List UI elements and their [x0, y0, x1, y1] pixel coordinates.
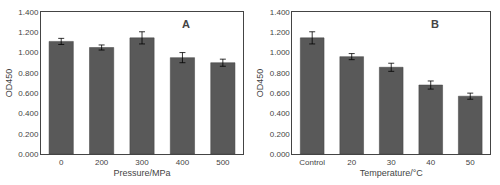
- svg-text:0.200: 0.200: [18, 130, 39, 139]
- svg-text:30: 30: [387, 158, 396, 167]
- svg-text:0: 0: [59, 158, 64, 167]
- svg-text:OD450: OD450: [4, 69, 14, 98]
- svg-text:500: 500: [216, 158, 230, 167]
- svg-text:400: 400: [176, 158, 190, 167]
- svg-text:50: 50: [466, 158, 475, 167]
- svg-text:0.000: 0.000: [18, 150, 39, 159]
- svg-text:40: 40: [426, 158, 435, 167]
- svg-text:OD450: OD450: [255, 69, 265, 98]
- svg-text:1.200: 1.200: [270, 28, 291, 37]
- svg-text:0.400: 0.400: [18, 109, 39, 118]
- svg-text:300: 300: [135, 158, 149, 167]
- svg-text:0.400: 0.400: [270, 109, 291, 118]
- svg-text:B: B: [431, 18, 439, 30]
- svg-text:1.000: 1.000: [270, 48, 291, 57]
- svg-text:0.200: 0.200: [270, 130, 291, 139]
- svg-text:A: A: [182, 18, 190, 30]
- svg-text:0.800: 0.800: [18, 69, 39, 78]
- svg-text:1.400: 1.400: [270, 8, 291, 17]
- svg-text:Temperature/°C: Temperature/°C: [360, 168, 424, 178]
- svg-text:20: 20: [347, 158, 356, 167]
- svg-text:0.600: 0.600: [18, 89, 39, 98]
- svg-text:Control: Control: [299, 158, 325, 167]
- svg-text:0.800: 0.800: [270, 69, 291, 78]
- svg-text:0.000: 0.000: [270, 150, 291, 159]
- svg-text:1.200: 1.200: [18, 28, 39, 37]
- svg-text:0.600: 0.600: [270, 89, 291, 98]
- svg-text:1.400: 1.400: [18, 8, 39, 17]
- svg-text:1.000: 1.000: [18, 48, 39, 57]
- svg-text:Pressure/MPa: Pressure/MPa: [114, 168, 171, 178]
- svg-text:200: 200: [95, 158, 109, 167]
